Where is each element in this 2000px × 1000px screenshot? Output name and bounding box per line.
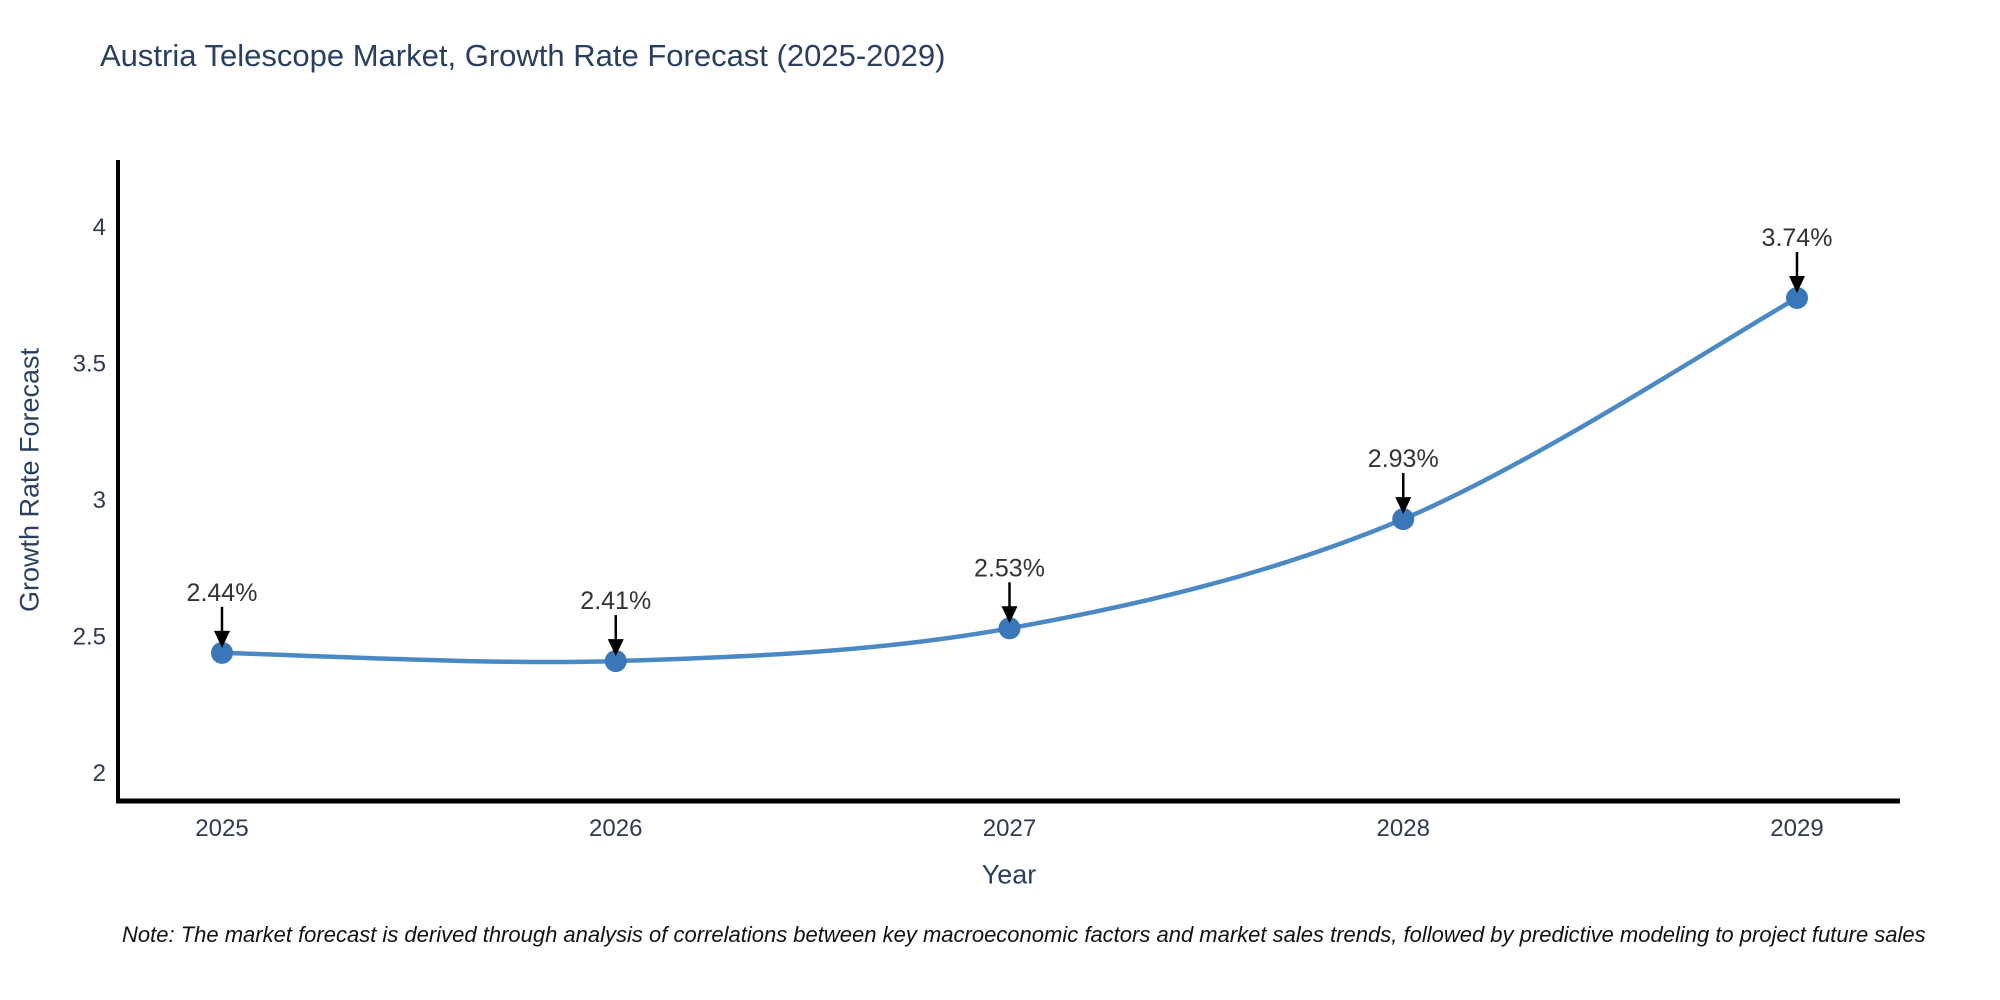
- annotation-arrowhead-icon: [1789, 275, 1805, 293]
- x-tick-label: 2027: [983, 815, 1036, 842]
- data-point-marker[interactable]: [1392, 508, 1415, 531]
- chart-title: Austria Telescope Market, Growth Rate Fo…: [100, 38, 946, 73]
- data-point-label: 2.44%: [187, 579, 258, 607]
- x-tick-label: 2029: [1770, 815, 1823, 842]
- y-tick-label: 2.5: [73, 624, 106, 651]
- data-point-marker[interactable]: [211, 641, 233, 664]
- x-tick-label: 2025: [195, 815, 248, 842]
- y-tick-label: 4: [93, 214, 106, 241]
- y-tick-label: 3.5: [73, 351, 106, 378]
- y-tick-label: 2: [93, 760, 106, 787]
- annotation-arrowhead-icon: [1395, 497, 1412, 515]
- data-point-label: 2.41%: [580, 587, 651, 615]
- annotation-arrowhead-icon: [1001, 606, 1018, 624]
- data-point-label: 3.74%: [1762, 224, 1833, 252]
- data-point-marker[interactable]: [998, 617, 1021, 640]
- data-point-marker[interactable]: [1786, 286, 1808, 309]
- data-point-label: 2.93%: [1368, 445, 1439, 473]
- data-point-marker[interactable]: [604, 650, 627, 673]
- x-tick-label: 2028: [1377, 815, 1430, 842]
- x-axis-title: Year: [981, 859, 1037, 890]
- annotation-arrowhead-icon: [607, 639, 624, 657]
- footnote-text: Note: The market forecast is derived thr…: [122, 922, 1926, 947]
- x-tick-label: 2026: [589, 815, 642, 842]
- annotation-arrowhead-icon: [214, 630, 230, 648]
- y-tick-label: 3: [93, 487, 106, 514]
- data-point-label: 2.53%: [974, 554, 1045, 582]
